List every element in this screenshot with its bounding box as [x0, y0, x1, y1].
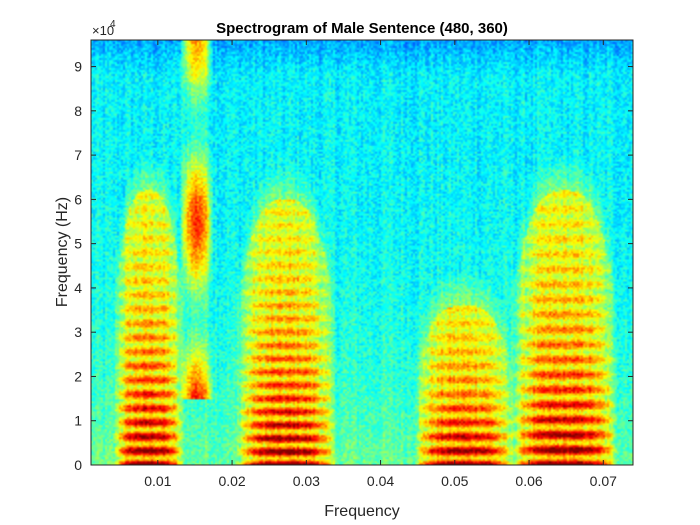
y-tick-label: 9: [74, 59, 82, 75]
y-tick-label: 5: [74, 236, 82, 252]
y-tick-label: 7: [74, 147, 82, 163]
x-tick-label: 0.07: [590, 473, 617, 489]
y-tick-label: 3: [74, 324, 82, 340]
plot-frame: [90, 39, 634, 466]
x-tick-label: 0.02: [218, 473, 245, 489]
y-tick-label: 8: [74, 103, 82, 119]
x-tick-label: 0.04: [367, 473, 394, 489]
y-tick-label: 6: [74, 191, 82, 207]
x-tick-label: 0.01: [144, 473, 171, 489]
chart-title: Spectrogram of Male Sentence (480, 360): [216, 20, 508, 37]
y-tick-label: 0: [74, 457, 82, 473]
y-tick-label: 4: [74, 280, 82, 296]
x-tick-label: 0.06: [515, 473, 542, 489]
y-tick-label: 1: [74, 413, 82, 429]
spectrogram-heatmap: [91, 40, 633, 465]
y-axis-label: Frequency (Hz): [54, 197, 71, 307]
y-exponent-base: ×10: [92, 23, 114, 38]
x-tick-label: 0.03: [293, 473, 320, 489]
x-axis-label: Frequency: [324, 503, 400, 520]
y-tick-label: 2: [74, 368, 82, 384]
y-exponent-power: 4: [110, 19, 116, 30]
y-axis: 0 1 2 3 4 5 6 7 8 9: [74, 59, 633, 473]
x-tick-label: 0.05: [441, 473, 468, 489]
y-exponent-label: ×10 4: [92, 19, 116, 38]
x-axis: 0.01 0.02 0.03 0.04 0.05 0.06 0.07: [144, 40, 617, 489]
